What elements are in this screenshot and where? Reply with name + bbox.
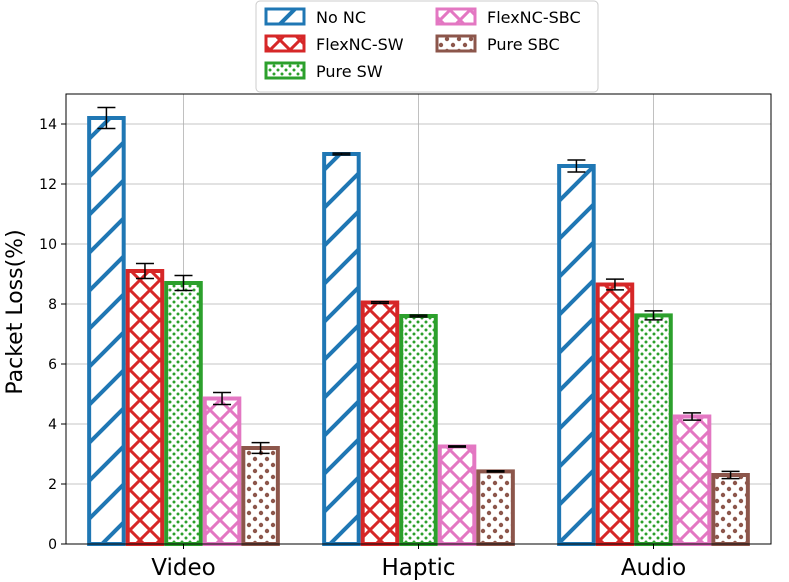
legend-label: FlexNC-SW bbox=[316, 35, 404, 54]
legend-swatch bbox=[264, 7, 306, 26]
bar bbox=[476, 469, 515, 546]
bar bbox=[634, 313, 673, 546]
bar bbox=[557, 164, 596, 546]
bar bbox=[322, 152, 361, 546]
legend-label: Pure SBC bbox=[487, 35, 560, 54]
error-bars bbox=[97, 106, 740, 480]
y-tick-label: 10 bbox=[39, 237, 57, 253]
bars bbox=[87, 116, 750, 546]
y-tick-label: 4 bbox=[48, 417, 57, 433]
bar bbox=[360, 300, 400, 546]
bar bbox=[672, 414, 712, 546]
y-tick-label: 12 bbox=[39, 177, 57, 193]
bar bbox=[241, 446, 280, 546]
y-tick-label: 14 bbox=[39, 117, 57, 133]
legend-swatch bbox=[435, 7, 477, 26]
legend-swatch bbox=[264, 34, 306, 53]
legend: No NC FlexNC-SW Pure SW FlexNC-SBC Pure SBC bbox=[255, 0, 599, 93]
y-tick-label: 2 bbox=[48, 477, 57, 493]
legend-box bbox=[255, 0, 599, 93]
x-tick-label: Haptic bbox=[381, 555, 455, 581]
y-axis: 0 2 4 6 8 10 12 14 bbox=[39, 117, 66, 553]
legend-swatch bbox=[435, 34, 477, 53]
bar bbox=[711, 473, 750, 546]
bar bbox=[595, 282, 635, 546]
x-tick-label: Video bbox=[151, 555, 215, 581]
x-axis: Video Haptic Audio bbox=[151, 544, 686, 581]
y-tick-label: 6 bbox=[48, 357, 57, 373]
bar bbox=[399, 314, 438, 546]
legend-label: FlexNC-SBC bbox=[487, 8, 581, 27]
bar bbox=[437, 444, 477, 546]
bar bbox=[87, 116, 126, 546]
x-tick-label: Audio bbox=[621, 555, 686, 581]
bar bbox=[125, 269, 165, 546]
legend-swatch bbox=[264, 61, 306, 80]
legend-label: No NC bbox=[316, 8, 366, 27]
y-tick-label: 0 bbox=[48, 537, 57, 553]
bar bbox=[164, 281, 203, 546]
y-axis-title: Packet Loss(%) bbox=[3, 229, 28, 394]
legend-label: Pure SW bbox=[316, 62, 383, 81]
y-tick-label: 8 bbox=[48, 297, 57, 313]
bar bbox=[202, 396, 242, 546]
